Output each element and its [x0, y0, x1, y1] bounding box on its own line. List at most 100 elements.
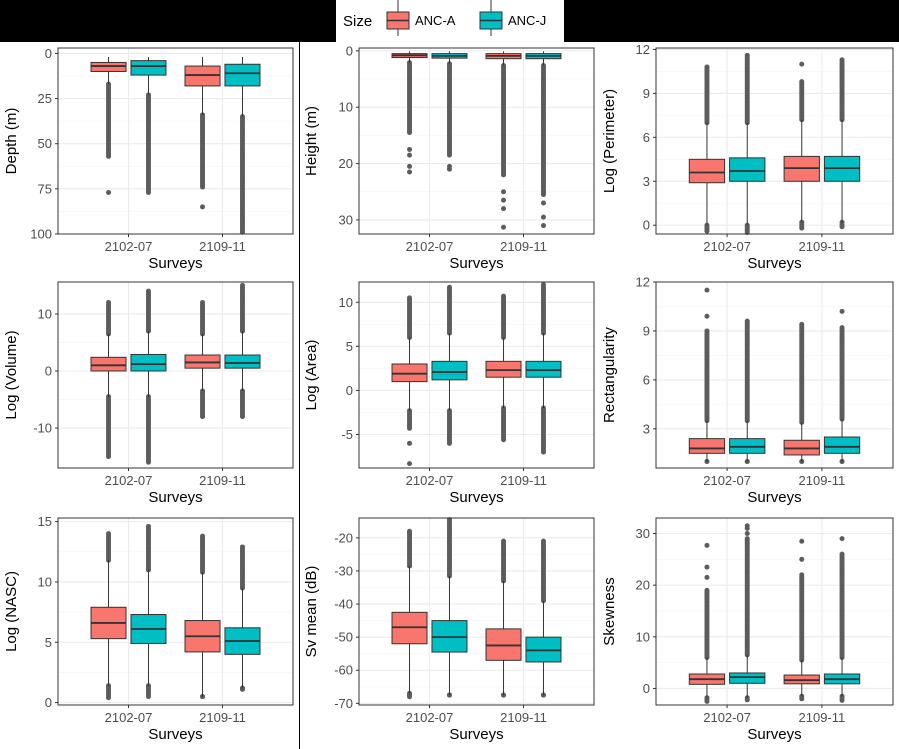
- y-axis-title: Log (Volume): [3, 330, 20, 419]
- y-tick-label: 100: [30, 227, 52, 242]
- boxplot-anc-a-2102-07: [688, 287, 726, 464]
- x-axis-title: Surveys: [747, 489, 801, 506]
- outlier-point: [407, 163, 413, 169]
- boxplot-anc-j-2102-07: [130, 523, 167, 700]
- y-axis-title: Skewness: [601, 577, 618, 645]
- y-tick-label: 10: [339, 100, 353, 115]
- boxplot-anc-j-2109-11: [823, 536, 861, 703]
- y-tick-label: 3: [643, 174, 650, 189]
- y-tick-label: 10: [38, 306, 52, 321]
- x-tick-label: 2109-11: [799, 710, 846, 725]
- y-axis-title: Log (NASC): [3, 571, 20, 652]
- x-tick-label: 2109-11: [799, 239, 846, 254]
- boxplot-anc-a-2102-07: [90, 531, 127, 701]
- boxplot-anc-a-2102-07: [90, 300, 127, 460]
- x-axis-title: Surveys: [747, 726, 801, 743]
- x-tick-label: 2102-07: [105, 473, 153, 488]
- y-tick-label: 0: [45, 46, 52, 61]
- x-tick-label: 2109-11: [500, 473, 547, 488]
- x-tick-label: 2109-11: [199, 239, 246, 254]
- x-axis-title: Surveys: [747, 255, 801, 272]
- legend-background: [336, 0, 564, 42]
- outlier-point: [704, 64, 710, 70]
- y-tick-label: -20: [334, 530, 353, 545]
- x-tick-label: 2102-07: [406, 710, 454, 725]
- y-tick-label: 0: [45, 364, 52, 379]
- y-tick-label: 12: [636, 275, 650, 290]
- boxplot-anc-a-2102-07: [90, 57, 127, 195]
- box-iqr: [688, 438, 726, 454]
- outlier-point: [744, 318, 750, 324]
- outlier-point: [446, 152, 452, 158]
- box-iqr: [224, 63, 261, 87]
- outlier-point: [799, 79, 805, 85]
- boxplot-anc-j-2102-07: [130, 288, 167, 465]
- boxplot-anc-a-2102-07: [391, 295, 428, 467]
- outlier-point: [839, 308, 845, 314]
- boxplot-anc-j-2109-11: [525, 51, 562, 229]
- outlier-point: [446, 284, 452, 290]
- y-tick-label: 50: [38, 136, 52, 151]
- box-iqr: [823, 436, 861, 454]
- outlier-point: [704, 587, 710, 593]
- y-tick-label: 10: [636, 629, 650, 644]
- outlier-point: [446, 166, 452, 172]
- boxplot-anc-j-2102-07: [729, 318, 766, 464]
- boxplot-anc-j-2109-11: [224, 282, 261, 420]
- x-tick-label: 2109-11: [199, 473, 246, 488]
- outlier-point: [704, 574, 710, 580]
- x-tick-label: 2109-11: [199, 710, 246, 725]
- outlier-point: [501, 224, 507, 230]
- outlier-point: [799, 556, 805, 562]
- panel-border: [358, 47, 595, 235]
- outlier-point: [744, 536, 750, 542]
- y-tick-label: 20: [339, 156, 353, 171]
- legend-label: ANC-J: [508, 13, 546, 28]
- y-tick-label: 12: [636, 42, 650, 57]
- boxplot-anc-j-2102-07: [431, 517, 468, 698]
- panel-border: [57, 281, 294, 469]
- boxplot-anc-a-2109-11: [184, 533, 221, 700]
- outlier-point: [839, 551, 845, 557]
- y-tick-label: -70: [334, 696, 353, 711]
- y-tick-label: -30: [334, 563, 353, 578]
- outlier-point: [501, 538, 507, 544]
- y-tick-label: 10: [339, 295, 353, 310]
- legend-label: ANC-A: [415, 13, 456, 28]
- outlier-point: [106, 300, 112, 306]
- boxplot-anc-a-2109-11: [783, 538, 820, 702]
- y-tick-label: -10: [33, 421, 52, 436]
- box-iqr: [224, 354, 261, 369]
- outlier-point: [239, 229, 245, 235]
- x-tick-label: 2102-07: [105, 239, 153, 254]
- outlier-point: [200, 204, 206, 210]
- x-tick-label: 2102-07: [703, 473, 751, 488]
- y-tick-label: -50: [334, 630, 353, 645]
- outlier-point: [145, 288, 151, 294]
- outlier-point: [540, 538, 546, 544]
- boxplot-anc-j-2109-11: [823, 308, 861, 464]
- outlier-point: [407, 152, 413, 158]
- boxplot-anc-j-2102-07: [729, 523, 766, 703]
- outlier-point: [704, 328, 710, 334]
- boxplot-anc-a-2109-11: [485, 538, 522, 698]
- outlier-point: [540, 200, 546, 206]
- x-tick-label: 2102-07: [703, 239, 751, 254]
- y-tick-label: 5: [45, 635, 52, 650]
- y-tick-label: 0: [643, 218, 650, 233]
- boxplot-anc-a-2109-11: [184, 300, 221, 420]
- panel-border: [655, 47, 894, 235]
- y-axis-title: Sv mean (dB): [303, 566, 320, 658]
- outlier-point: [799, 538, 805, 544]
- outlier-point: [540, 282, 546, 288]
- outlier-point: [744, 523, 750, 529]
- outlier-point: [799, 61, 805, 67]
- outlier-point: [200, 533, 206, 539]
- legend: Size ANC-A ANC-J: [336, 0, 564, 42]
- x-axis-title: Surveys: [148, 726, 202, 743]
- x-tick-label: 2102-07: [406, 239, 454, 254]
- outlier-point: [106, 153, 112, 159]
- y-tick-label: 75: [38, 181, 52, 196]
